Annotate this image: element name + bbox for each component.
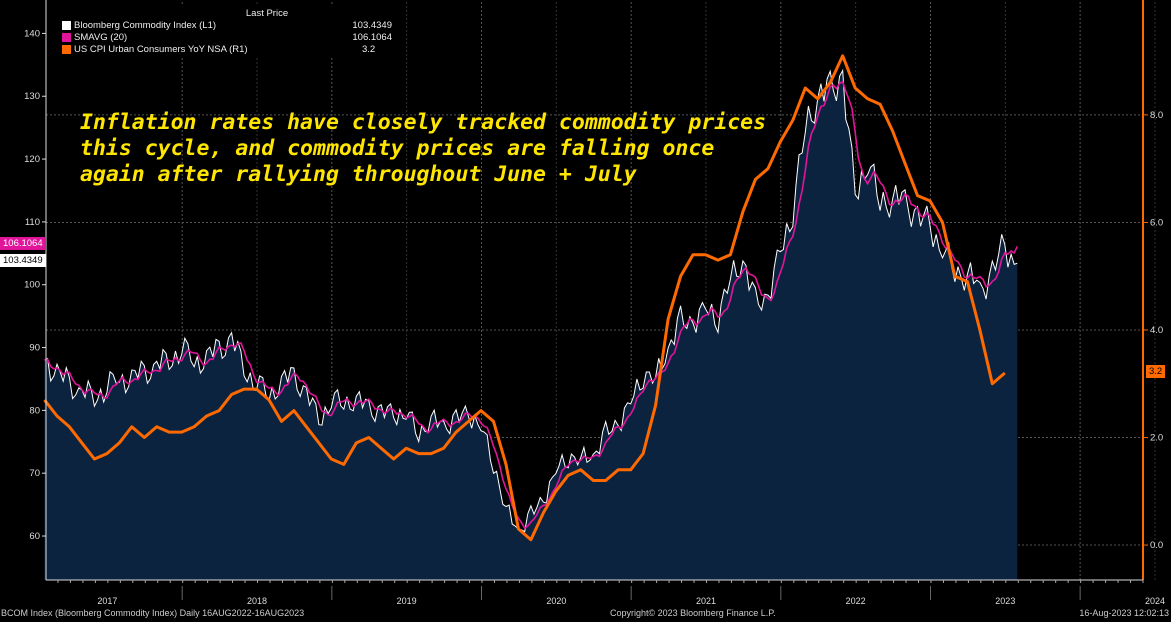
legend-value: 106.1064 — [352, 31, 392, 43]
annotation-text: Inflation rates have closely tracked com… — [80, 110, 767, 187]
right-tick-label: 6.0 — [1150, 217, 1163, 228]
left-tick-label: 70 — [29, 468, 40, 479]
legend-swatch — [62, 20, 71, 30]
x-tick-label: 2021 — [696, 596, 716, 606]
left-tick-label: 140 — [24, 28, 40, 39]
legend-item-bcom[interactable]: Bloomberg Commodity Index (L1) 103.4349 — [62, 19, 392, 31]
legend-value: 103.4349 — [352, 19, 392, 31]
right-tick-label: 8.0 — [1150, 110, 1163, 121]
left-tick-label: 80 — [29, 405, 40, 416]
legend-swatch — [62, 44, 71, 54]
right-tick-label: 4.0 — [1150, 325, 1163, 336]
footer-copyright: Copyright© 2023 Bloomberg Finance L.P. — [610, 608, 776, 618]
legend-header: Last Price — [245, 8, 289, 19]
cpi-last-price-tag: 3.2 — [1146, 365, 1166, 378]
x-tick-label: 2023 — [995, 596, 1015, 606]
legend-item-cpi[interactable]: US CPI Urban Consumers YoY NSA (R1) 3.2 — [62, 43, 392, 55]
bcom-last-price-tag: 103.4349 — [0, 254, 46, 267]
legend: Last Price Bloomberg Commodity Index (L1… — [58, 6, 396, 57]
legend-value: 3.2 — [362, 43, 376, 55]
cpi-line — [43, 54, 1006, 542]
x-tick-label: 2020 — [546, 596, 566, 606]
x-tick-label: 2024 — [1145, 596, 1165, 606]
sma-last-price-tag: 106.1064 — [0, 237, 46, 250]
x-tick-label: 2022 — [846, 596, 866, 606]
legend-swatch — [62, 32, 71, 42]
bcom-line — [44, 68, 1018, 533]
footer-timestamp: 16-Aug-2023 12:02:13 — [1079, 608, 1169, 618]
left-tick-label: 90 — [29, 343, 40, 354]
footer-security: BCOM Index (Bloomberg Commodity Index) D… — [1, 608, 305, 618]
left-tick-label: 130 — [24, 91, 40, 102]
legend-label: US CPI Urban Consumers YoY NSA (R1) — [74, 43, 248, 55]
smavg-line — [44, 80, 1019, 530]
x-tick-label: 2019 — [397, 596, 417, 606]
left-tick-label: 120 — [24, 154, 40, 165]
left-tick-label: 110 — [25, 217, 40, 228]
right-tick-label: 2.0 — [1150, 433, 1163, 444]
left-tick-label: 60 — [29, 531, 40, 542]
left-tick-label: 100 — [24, 280, 40, 291]
legend-label: SMAVG (20) — [74, 31, 128, 43]
x-tick-label: 2018 — [247, 596, 267, 606]
right-tick-label: 0.0 — [1150, 540, 1163, 551]
x-tick-label: 2017 — [97, 596, 117, 606]
legend-item-smavg[interactable]: SMAVG (20) 106.1064 — [62, 31, 392, 43]
bcom-area — [44, 70, 1018, 580]
legend-label: Bloomberg Commodity Index (L1) — [74, 19, 217, 31]
